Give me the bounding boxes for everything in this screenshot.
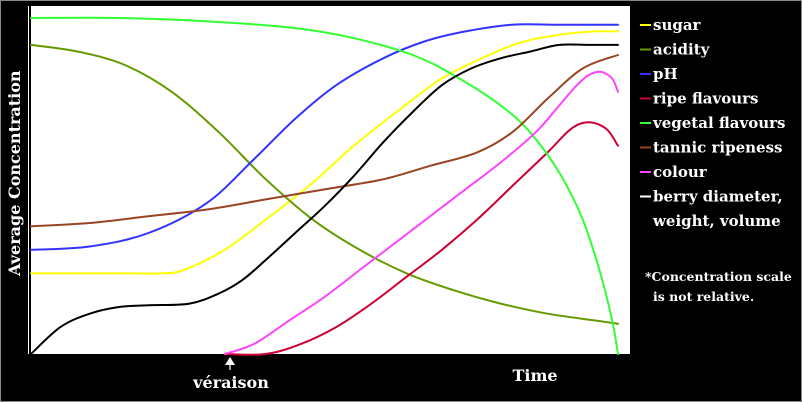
veraison-arrow-head xyxy=(225,357,235,365)
y-axis-label: Average Concentration xyxy=(5,70,24,277)
legend-label-sugar: sugar xyxy=(653,16,702,34)
series-line-vegetal-flavours xyxy=(30,16,619,355)
x-axis-label: Time xyxy=(512,366,557,385)
plot-area xyxy=(28,6,630,356)
legend-label-berry-diameter-weight-volume: berry diameter, weight, volume xyxy=(652,188,783,231)
legend-label-vegetal-flavours: vegetal flavours xyxy=(652,114,785,132)
scale-note-line-1: *Concentration scale xyxy=(645,269,792,284)
legend-label-ph: pH xyxy=(653,65,678,83)
series-line-colour xyxy=(223,70,619,355)
series-line-acidity xyxy=(30,43,619,325)
legend-label-acidity: acidity xyxy=(653,41,711,59)
scale-note-line-2: is not relative. xyxy=(653,289,754,304)
legend-label-colour: colour xyxy=(653,163,708,181)
series-line-sugar xyxy=(30,30,619,275)
legend-label-tannic-ripeness: tannic ripeness xyxy=(653,139,783,157)
series-layer xyxy=(30,16,619,356)
series-line-ripe-flavours xyxy=(223,121,619,356)
veraison-label: véraison xyxy=(192,373,269,392)
series-line-ph xyxy=(30,23,619,251)
series-line-berry-diameter-weight-volume xyxy=(30,43,619,355)
legend: sugar acidity pH ripe flavours vegetal flavo… xyxy=(640,16,785,230)
legend-label-ripe-flavours: ripe flavours xyxy=(653,90,758,108)
series-line-tannic-ripeness xyxy=(30,54,619,228)
